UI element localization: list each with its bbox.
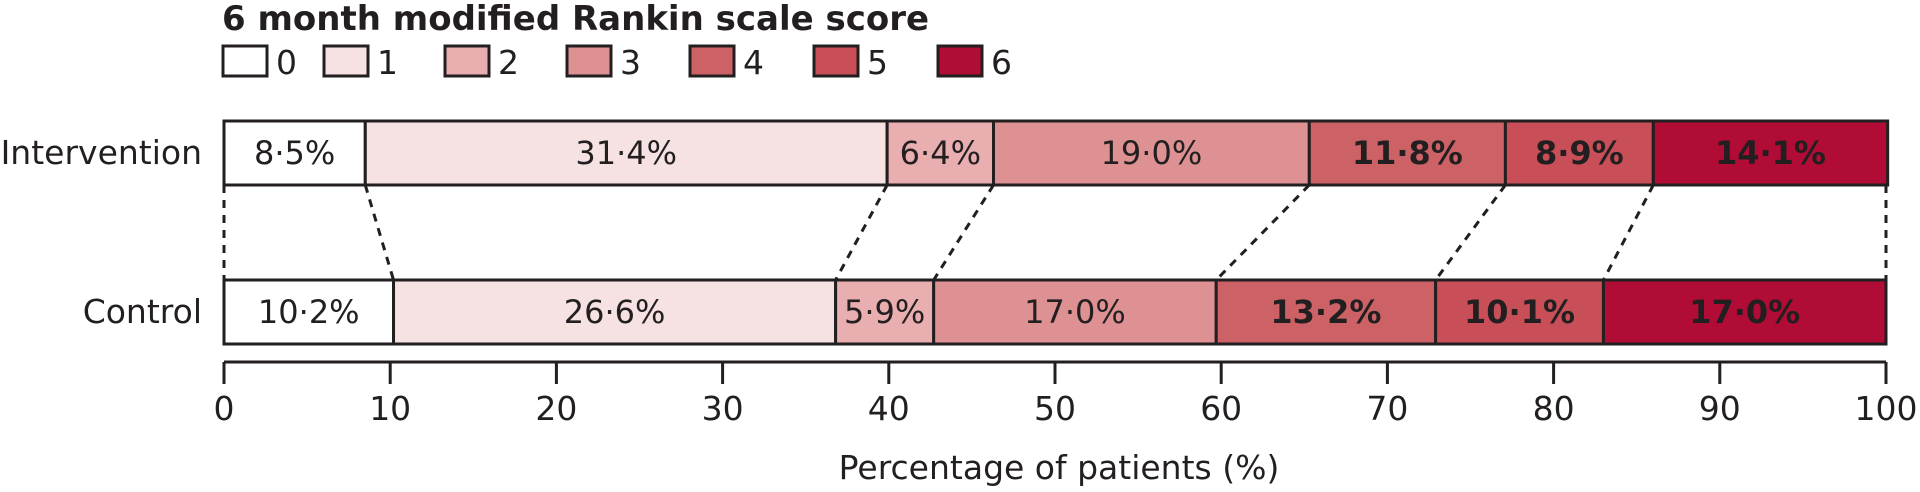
legend-label-4: 4: [743, 43, 764, 82]
x-tick-label-70: 70: [1366, 389, 1408, 428]
bars: Intervention 8·5% 31·4% 6·4% 19·0% 11·8% 8·9% 1…: [1, 119, 1890, 346]
category-label-control: Control: [83, 292, 202, 331]
legend-label-2: 2: [498, 43, 519, 82]
bar-control-score-4: [1214, 278, 1438, 346]
legend-swatch-4: [688, 44, 736, 78]
data-label-intervention-score-0: 8·5%: [254, 134, 335, 172]
legend-swatch-1: [322, 44, 370, 78]
legend-label-6: 6: [991, 43, 1012, 82]
bar-intervention-score-2: [885, 119, 996, 187]
data-label-intervention-score-3: 19·0%: [1101, 134, 1203, 172]
bar-control-score-1: [392, 278, 838, 346]
x-tick-label-20: 20: [535, 389, 577, 428]
x-tick-label-60: 60: [1200, 389, 1242, 428]
legend-swatch-5: [812, 44, 860, 78]
bar-control-score-6: [1601, 278, 1888, 346]
connector-line-5: [1434, 184, 1507, 281]
category-label-intervention: Intervention: [1, 133, 202, 172]
legend-swatch-0: [221, 44, 269, 78]
x-tick-label-90: 90: [1699, 389, 1741, 428]
bar-intervention-score-1: [363, 119, 889, 187]
x-tick-label-100: 100: [1855, 389, 1918, 428]
bar-control-score-2: [834, 278, 936, 346]
data-label-intervention-score-6: 14·1%: [1715, 134, 1826, 172]
data-label-control-score-6: 17·0%: [1689, 293, 1800, 331]
data-label-control-score-2: 5·9%: [844, 293, 925, 331]
legend-swatch-6: [936, 44, 984, 78]
x-tick-label-30: 30: [702, 389, 744, 428]
data-label-intervention-score-2: 6·4%: [900, 134, 981, 172]
x-axis-label: Percentage of patients (%): [839, 448, 1280, 487]
data-label-control-score-5: 10·1%: [1464, 293, 1575, 331]
legend-label-3: 3: [620, 43, 641, 82]
legend-swatch-2: [443, 44, 491, 78]
x-tick-label-80: 80: [1533, 389, 1575, 428]
data-label-intervention-score-1: 31·4%: [575, 134, 677, 172]
x-axis: 0 10 20 30 40 50 60 70 80 90 100: [214, 360, 1918, 428]
bar-intervention-score-6: [1651, 119, 1890, 187]
bar-intervention-score-5: [1503, 119, 1655, 187]
data-label-control-score-0: 10·2%: [258, 293, 360, 331]
legend-label-1: 1: [377, 43, 398, 82]
connector-lines: [222, 183, 1888, 282]
connector-line-2: [834, 184, 889, 281]
legend-title: 6 month modified Rankin scale score: [222, 0, 929, 39]
x-tick-label-10: 10: [369, 389, 411, 428]
data-label-intervention-score-4: 11·8%: [1352, 134, 1463, 172]
legend-swatch-3: [565, 44, 613, 78]
connector-line-3: [932, 184, 995, 281]
data-label-control-score-1: 26·6%: [564, 293, 666, 331]
legend-label-0: 0: [276, 43, 297, 82]
data-label-control-score-4: 13·2%: [1270, 293, 1381, 331]
bar-control-score-3: [932, 278, 1218, 346]
bar-intervention-score-3: [992, 119, 1311, 187]
connector-line-4: [1215, 183, 1311, 282]
connector-line-6: [1602, 184, 1655, 281]
bar-control-score-0: [222, 278, 396, 346]
data-label-control-score-3: 17·0%: [1024, 293, 1126, 331]
connector-line-1: [363, 184, 395, 281]
x-tick-label-50: 50: [1034, 389, 1076, 428]
x-tick-label-40: 40: [868, 389, 910, 428]
data-label-intervention-score-5: 8·9%: [1535, 134, 1624, 172]
x-tick-label-0: 0: [214, 389, 235, 428]
legend-label-5: 5: [867, 43, 888, 82]
legend: 0 1 2 3 4 5 6: [221, 43, 1012, 82]
